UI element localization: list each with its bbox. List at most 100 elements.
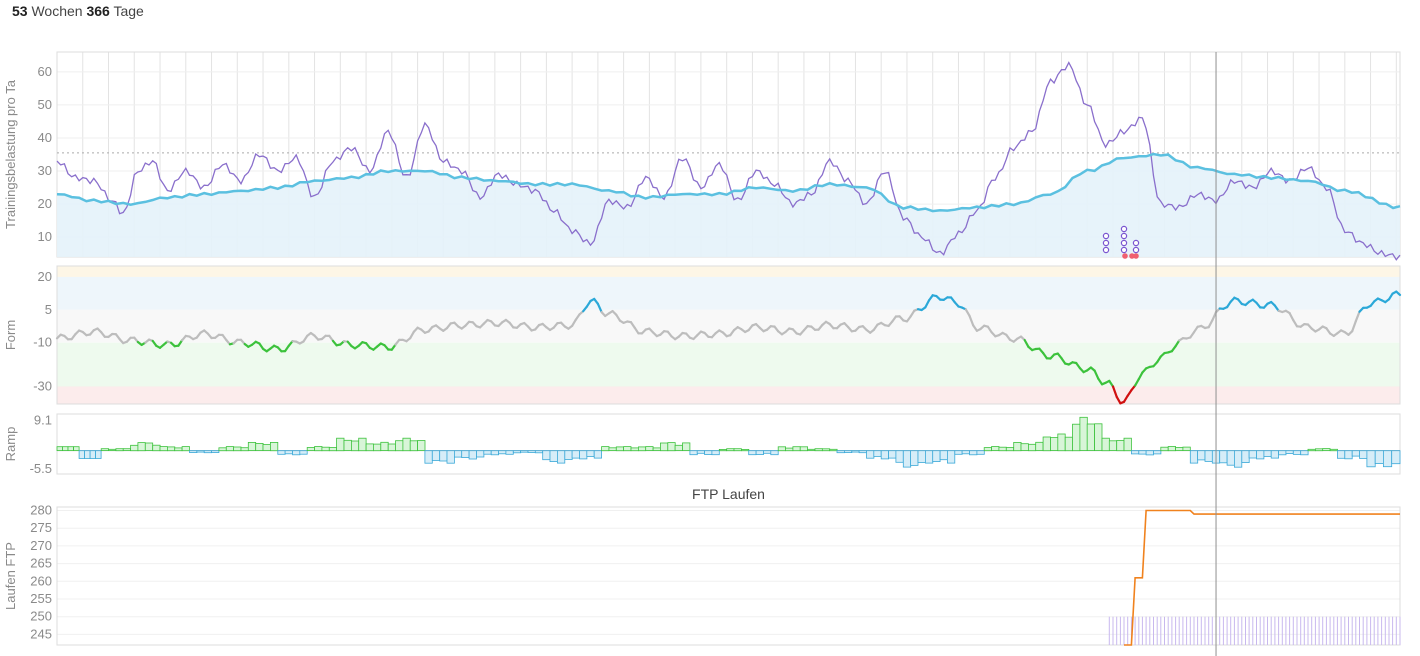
ramp-step [409,440,419,452]
form-zone [57,276,1400,310]
ramp-step [446,450,455,464]
ramp-step [439,450,448,462]
ramp-step [873,450,882,457]
ramp-step [579,450,588,460]
y-tick-label: 260 [30,573,52,588]
ramp-step [895,450,904,463]
ramp-step [67,446,74,452]
ramp-step [917,450,926,463]
ramp-step [1072,423,1081,452]
ramp-step [365,443,374,452]
event-marker [1120,232,1128,240]
plot-frame-4 [56,506,1401,646]
ramp-step [483,450,492,455]
ramp-step [159,446,168,452]
ramp-step [211,450,220,454]
ramp-step [1108,440,1118,451]
form-zone [57,342,1400,387]
ramp-step [763,450,772,454]
ramp-step [718,448,728,452]
ramp-step [1315,448,1324,452]
ramp-step [983,447,993,452]
ramp-step [755,450,764,456]
form-segment [1122,394,1129,403]
ramp-step [1101,437,1110,452]
ramp-step [770,450,779,456]
ftp-line [1124,509,1400,646]
event-marker-red [1129,253,1135,259]
ramp-step [1123,437,1132,452]
ramp-step [593,450,603,459]
ramp-step [748,450,757,456]
y-tick-label: 255 [30,591,52,606]
ramp-step [144,442,154,451]
ramp-step [225,446,235,452]
ramp-step [571,450,580,459]
y-axis-label: Laufen FTP [3,542,18,610]
y-tick-label: 60 [38,64,52,79]
ramp-step [1035,441,1044,451]
event-marker [1102,246,1110,254]
ramp-step [1189,450,1199,464]
form-segment [909,309,916,318]
form-segment [629,321,636,329]
ramp-step [196,450,205,453]
ramp-step [1300,450,1309,456]
ramp-step [84,450,91,459]
ramp-step [939,450,948,461]
ramp-step [350,440,360,452]
ramp-step [181,446,190,452]
form-segment [1115,395,1122,405]
ramp-step [858,450,867,454]
ramp-step [851,450,860,453]
ramp-step [564,450,573,460]
ramp-step [387,443,397,452]
ramp-step [306,447,316,451]
period-summary: 53 Wochen 366 Tage [12,3,144,19]
ramp-step [336,437,345,452]
ramp-step [807,448,816,451]
event-marker [1102,232,1110,240]
ramp-step [1013,441,1022,452]
ramp-step [1175,447,1184,451]
days-count: 366 [86,3,110,19]
ramp-step [608,447,617,451]
ramp-step [866,450,875,459]
ramp-panel: 9.1 -5.5 Ramp [3,412,1401,476]
ramp-step [1374,450,1384,465]
form-segment [1387,292,1394,301]
ramp-step [947,450,956,464]
ramp-step [645,446,654,452]
form-segment [1108,379,1115,388]
form-segment [1292,319,1299,328]
ramp-step [62,446,69,452]
ramp-step [380,441,389,451]
fitness-area [57,154,1400,257]
ramp-step [269,441,279,452]
ramp-step [1344,450,1353,460]
ramp-step [78,450,85,459]
ramp-step [1263,450,1272,457]
form-segment [1111,385,1118,398]
form-segment [968,314,975,327]
form-segment [302,334,309,343]
ramp-step [777,446,787,452]
ramp-step [137,442,146,452]
ramp-step [1167,446,1176,452]
form-segment [924,299,931,309]
ramp-step [203,450,212,454]
ramp-step [402,437,411,452]
ramp-step [343,439,352,451]
ramp-step [741,448,750,452]
ramp-step [1020,443,1029,452]
ramp-step [704,450,713,456]
ramp-step [395,440,404,452]
y-tick-label: 5 [45,302,52,317]
ramp-step [1219,450,1228,464]
ramp-step [961,450,970,455]
event-marker [1120,225,1128,233]
ramp-step [520,450,529,453]
form-panel: 20 5 -10 -30 Form [3,265,1402,405]
ramp-step [1307,448,1316,452]
